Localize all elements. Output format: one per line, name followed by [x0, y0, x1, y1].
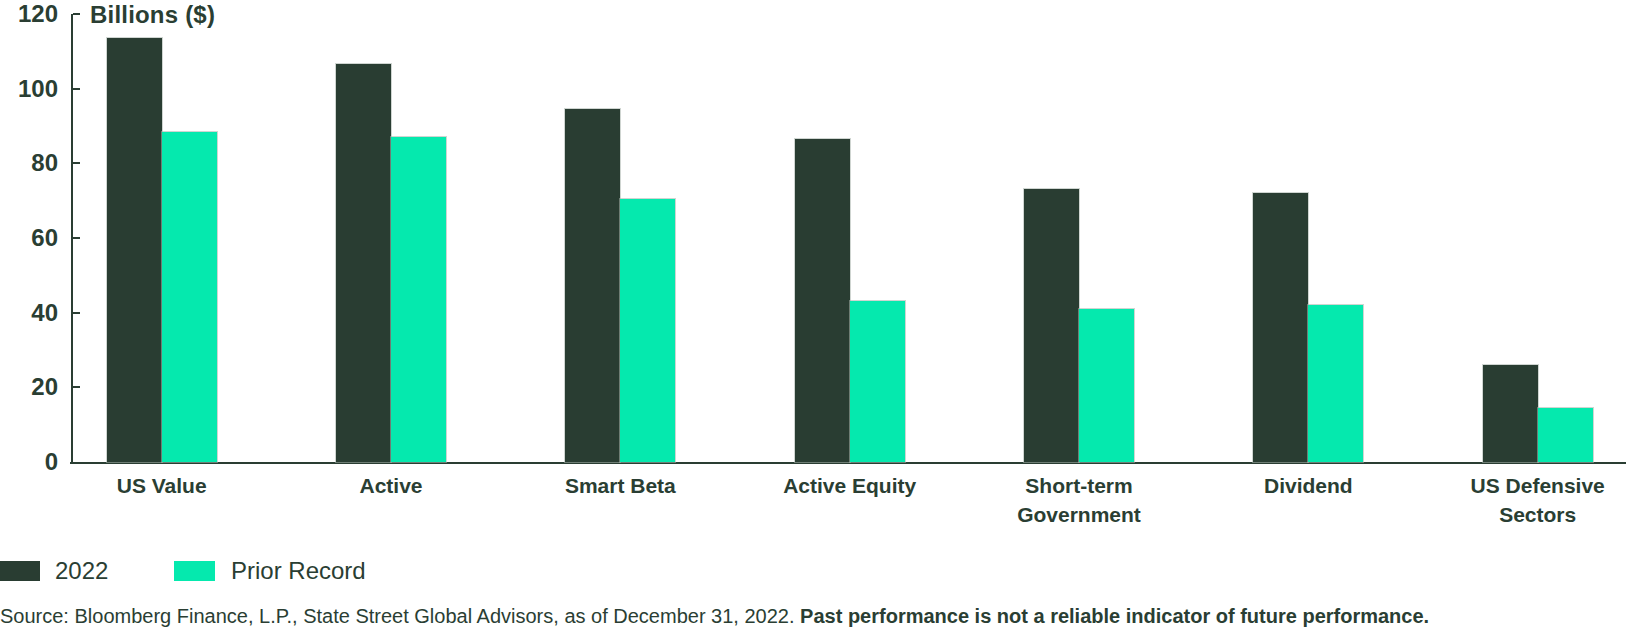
chart-canvas: Billions ($) 0 20 40 60 80 100 120 US Value Act… — [0, 0, 1626, 638]
source-text: Source: Bloomberg Finance, L.P., State S… — [0, 605, 1620, 628]
x-axis-line — [70, 462, 1626, 464]
y-axis-tick-label: 40 — [0, 301, 58, 325]
bar-prior-record — [620, 199, 675, 462]
y-axis-tick — [73, 162, 80, 164]
legend-label-2022: 2022 — [55, 558, 108, 584]
y-axis-tick — [73, 237, 80, 239]
source-text-bold: Past performance is not a reliable indic… — [800, 605, 1429, 627]
bar-prior-record — [850, 301, 905, 462]
bar-2022 — [1483, 365, 1538, 462]
bar-prior-record — [391, 137, 446, 462]
y-axis-tick-label: 120 — [0, 2, 58, 26]
bar-prior-record — [1538, 408, 1593, 462]
legend-swatch-2022 — [0, 561, 40, 581]
y-axis-tick-label: 100 — [0, 77, 58, 101]
legend-label-prior-record: Prior Record — [231, 558, 366, 584]
x-axis-category-label: Smart Beta — [520, 471, 720, 500]
y-axis-tick-label: 20 — [0, 375, 58, 399]
y-axis-tick-label: 0 — [0, 450, 58, 474]
y-axis-unit-label: Billions ($) — [90, 1, 215, 29]
y-axis-tick — [73, 88, 80, 90]
bar-2022 — [565, 109, 620, 462]
bar-2022 — [795, 139, 850, 462]
bar-prior-record — [1308, 305, 1363, 462]
x-axis-category-label: US Defensive Sectors — [1438, 471, 1626, 529]
y-axis-tick — [73, 13, 80, 15]
y-axis-tick-label: 80 — [0, 151, 58, 175]
bar-2022 — [1253, 193, 1308, 462]
x-axis-category-label: Dividend — [1208, 471, 1408, 500]
bar-2022 — [1024, 189, 1079, 462]
bar-2022 — [336, 64, 391, 462]
y-axis-tick — [73, 312, 80, 314]
x-axis-category-label: Active — [291, 471, 491, 500]
bar-prior-record — [1079, 309, 1134, 462]
x-axis-category-label: US Value — [62, 471, 262, 500]
source-text-regular: Source: Bloomberg Finance, L.P., State S… — [0, 605, 800, 627]
bar-prior-record — [162, 132, 217, 462]
x-axis-category-label: Active Equity — [750, 471, 950, 500]
legend-swatch-prior-record — [174, 561, 215, 581]
y-axis-tick-label: 60 — [0, 226, 58, 250]
bar-2022 — [107, 38, 162, 462]
y-axis-tick — [73, 386, 80, 388]
x-axis-category-label: Short-term Government — [979, 471, 1179, 529]
